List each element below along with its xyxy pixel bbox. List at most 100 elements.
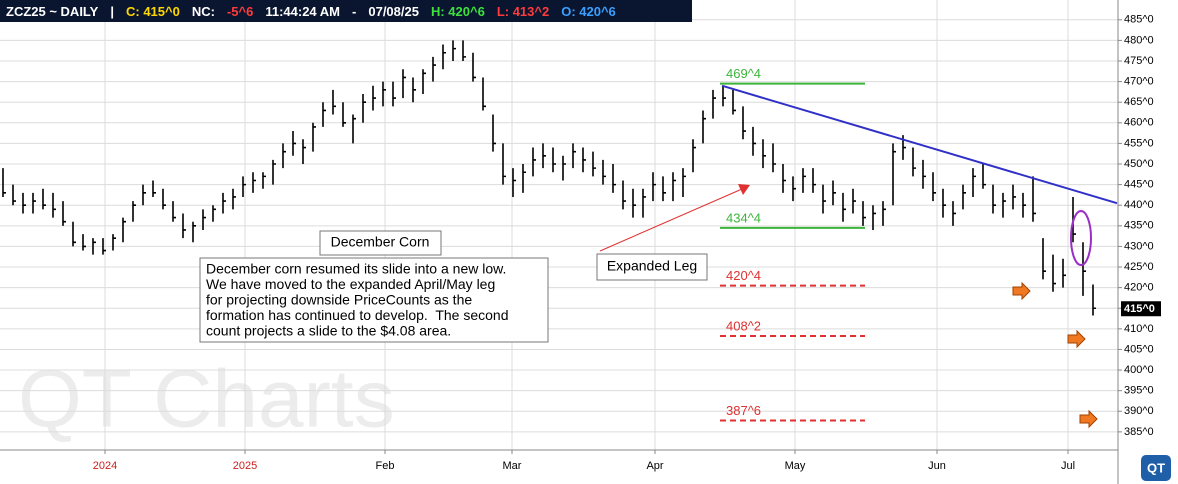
logo [1141,455,1171,481]
price-bar [652,172,656,202]
title-box [319,230,442,256]
price-bar [322,102,326,127]
price-level-label: 387^6 [726,403,761,418]
price-bar [672,172,676,202]
price-bar [572,143,576,169]
price-bar [912,147,916,177]
price-bar [762,139,766,169]
x-tick-label: Mar [503,460,522,472]
highlight-ellipse [1070,210,1092,266]
x-tick-label: Jun [928,460,946,472]
price-bar [482,77,486,111]
price-bar [512,168,516,197]
price-bar [702,110,706,144]
comment-line: December corn resumed its slide into a n… [206,261,506,277]
price-bar [162,188,166,210]
watermark: QT Charts [18,354,395,445]
header-item: C: 415^0 [126,3,180,19]
price-bar [612,164,616,193]
x-tick-label: May [785,460,806,472]
y-tick-label: 390^0 [1124,405,1154,417]
header-item: - [352,3,357,19]
price-level-label: 408^2 [726,318,761,333]
y-tick-label: 405^0 [1124,343,1154,355]
header-item: 11:44:24 AM [265,3,341,19]
y-tick-label: 455^0 [1124,137,1154,149]
price-bar [792,176,796,202]
price-bar [1052,254,1056,292]
y-tick-label: 485^0 [1124,14,1154,26]
price-bar [922,159,926,189]
last-price-box [1121,301,1161,317]
price-bar [92,238,96,255]
trendline [721,84,1118,205]
grid [0,0,1118,450]
price-bar [302,139,306,165]
price-bar [732,89,736,115]
price-bar [642,188,646,218]
price-bar [1002,192,1006,218]
comment-line: for projecting downside PriceCounts as t… [206,292,472,308]
price-bar [692,139,696,173]
header-item: O: 420^6 [561,3,616,19]
price-bar [82,234,86,251]
last-price-label: 415^0 [1124,303,1155,315]
price-bar [802,168,806,193]
arrow-head [738,184,750,195]
price-bar [532,147,536,177]
price-bar [232,188,236,210]
price-bar [362,93,366,123]
comment-line: formation has continued to develop. The … [206,307,509,323]
logo-text: QT [1147,460,1165,475]
price-bar [22,192,26,214]
x-tick-label: 2024 [93,460,117,472]
price-bar [52,192,56,218]
price-bar [662,176,666,202]
price-bar [172,201,176,222]
price-bar [862,201,866,226]
y-tick-label: 425^0 [1124,261,1154,273]
y-tick-label: 465^0 [1124,96,1154,108]
price-bar [722,85,726,107]
y-tick-label: 385^0 [1124,426,1154,438]
price-bar [942,188,946,218]
y-tick-label: 475^0 [1124,55,1154,67]
header-item: H: 420^6 [430,3,485,19]
price-bar [712,89,716,119]
price-bar [402,69,406,99]
price-bar [192,221,196,243]
price-bar [592,151,596,177]
price-bar [42,188,46,210]
price-bar [182,213,186,239]
price-bar [752,126,756,156]
header-item: L: 413^2 [496,3,550,19]
x-tick-label: Apr [646,460,663,472]
price-bar [112,234,116,251]
price-bar [12,184,16,206]
price-bar [832,180,836,206]
price-bar [742,106,746,140]
price-bar [352,114,356,144]
header-item: ZCZ25 ~ DAILY [6,3,99,19]
comment-text: December corn resumed its slide into a n… [206,261,509,339]
x-tick-label: 2025 [233,460,257,472]
price-bar [1042,238,1046,280]
y-tick-label: 450^0 [1124,158,1154,170]
price-bar [1062,258,1066,288]
price-bar [142,184,146,206]
price-bar [1022,192,1026,218]
comment-line: count projects a slide to the $4.08 area… [206,323,451,339]
price-bar [952,201,956,226]
price-bar [472,52,476,82]
price-bar [892,143,896,206]
y-tick-label: 470^0 [1124,75,1154,87]
price-bar [202,209,206,230]
price-bar [212,205,216,222]
comment-line: We have moved to the expanded April/May … [206,276,495,292]
price-bar [442,44,446,70]
price-level-label: 469^4 [726,66,761,81]
arrow-icon [1079,409,1098,429]
leg-box [596,253,708,281]
